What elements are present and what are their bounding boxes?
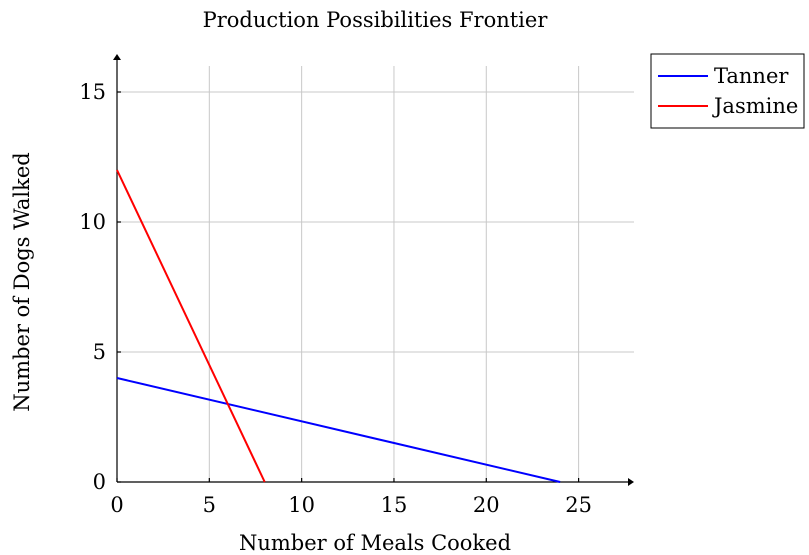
x-axis-label: Number of Meals Cooked — [239, 531, 511, 555]
legend: Tanner Jasmine — [650, 53, 805, 129]
legend-label-tanner: Tanner — [714, 64, 789, 88]
y-tick-label-2: 10 — [79, 210, 106, 234]
x-tick-label-4: 20 — [473, 493, 500, 517]
x-tick-label-0: 0 — [110, 493, 123, 517]
grid — [117, 66, 634, 482]
y-tick-label-0: 0 — [93, 470, 106, 494]
x-tick-labels: 0 5 10 15 20 25 — [110, 493, 592, 517]
x-tick-label-2: 10 — [288, 493, 315, 517]
chart-title: Production Possibilities Frontier — [203, 8, 549, 32]
series-line-jasmine — [116, 169, 266, 483]
y-axis-label: Number of Dogs Walked — [10, 152, 34, 411]
legend-box — [650, 53, 805, 129]
legend-label-jasmine: Jasmine — [712, 94, 798, 118]
y-tick-labels: 0 5 10 15 — [79, 80, 106, 494]
y-axis-arrow-icon — [113, 54, 121, 60]
series-line-tanner — [116, 377, 561, 483]
series-lines — [116, 169, 561, 483]
x-tick-label-3: 15 — [381, 493, 408, 517]
x-tick-label-5: 25 — [565, 493, 592, 517]
x-axis-arrow-icon — [628, 478, 634, 486]
y-tick-label-3: 15 — [79, 80, 106, 104]
x-tick-label-1: 5 — [203, 493, 216, 517]
axes — [113, 54, 634, 486]
y-tick-label-1: 5 — [93, 340, 106, 364]
